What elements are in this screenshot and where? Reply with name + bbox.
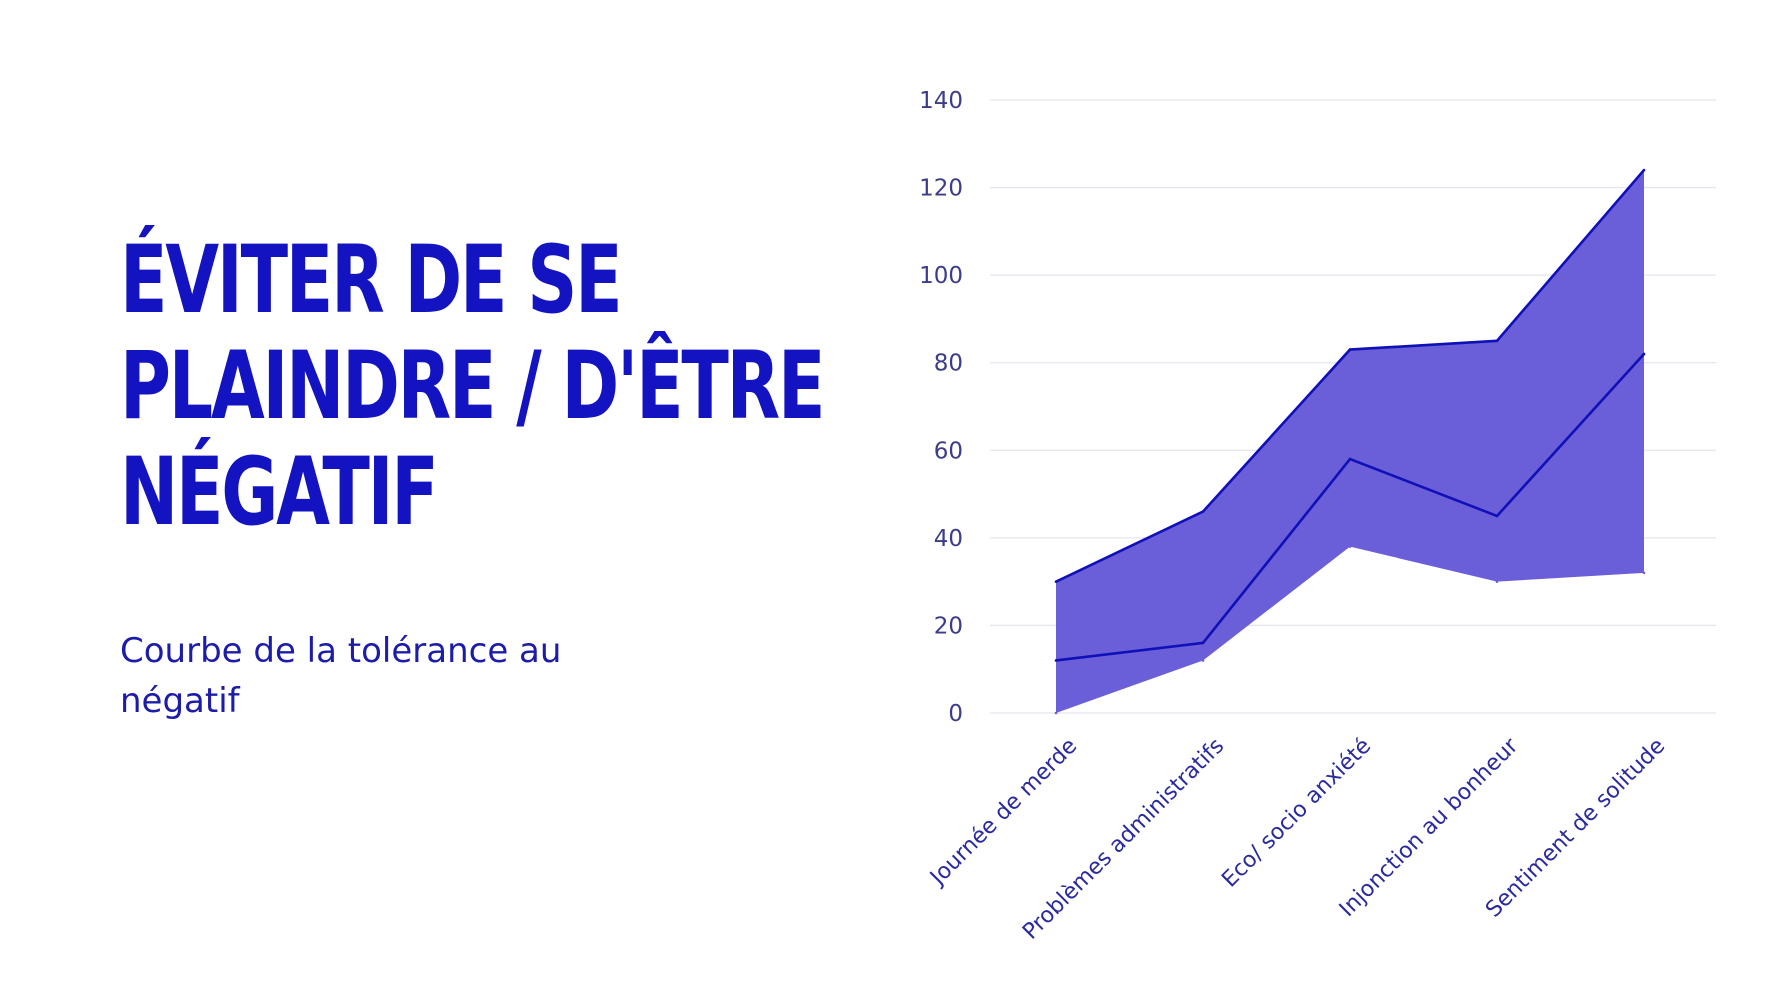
tolerance-band-area <box>1056 170 1644 714</box>
middle-point <box>1348 457 1352 461</box>
y-tick-label: 80 <box>934 351 963 377</box>
x-category-label: Journée de merde <box>924 734 1082 892</box>
lower-point <box>1495 580 1499 583</box>
title-line-1: ÉVITER DE SE <box>120 226 623 335</box>
middle-point <box>1642 352 1646 356</box>
y-tick-label: 140 <box>919 88 963 114</box>
y-axis-ticks: 0 20 40 60 80 100 120 140 <box>919 88 963 727</box>
lower-point <box>1054 711 1058 715</box>
y-tick-label: 0 <box>948 701 963 727</box>
title-line-3: NÉGATIF <box>120 438 439 547</box>
y-tick-label: 20 <box>934 613 963 639</box>
lower-point <box>1642 571 1646 575</box>
y-tick-label: 60 <box>934 438 963 464</box>
middle-point <box>1201 641 1205 645</box>
y-tick-label: 100 <box>919 263 963 289</box>
lower-point <box>1201 659 1205 662</box>
area-band <box>1056 170 1644 714</box>
upper-point <box>1348 348 1352 351</box>
upper-point <box>1642 168 1646 172</box>
y-tick-label: 40 <box>934 526 963 552</box>
y-tick-label: 120 <box>919 176 963 202</box>
lower-point <box>1348 545 1352 548</box>
slide-subtitle: Courbe de la tolérance au négatif <box>120 631 562 721</box>
series-lines <box>1054 168 1646 715</box>
upper-point <box>1054 580 1058 583</box>
middle-point <box>1054 659 1058 662</box>
x-category-label: Eco/ socio anxiété <box>1217 734 1376 893</box>
middle-point <box>1495 514 1499 518</box>
upper-point <box>1201 510 1205 513</box>
upper-point <box>1495 339 1499 343</box>
